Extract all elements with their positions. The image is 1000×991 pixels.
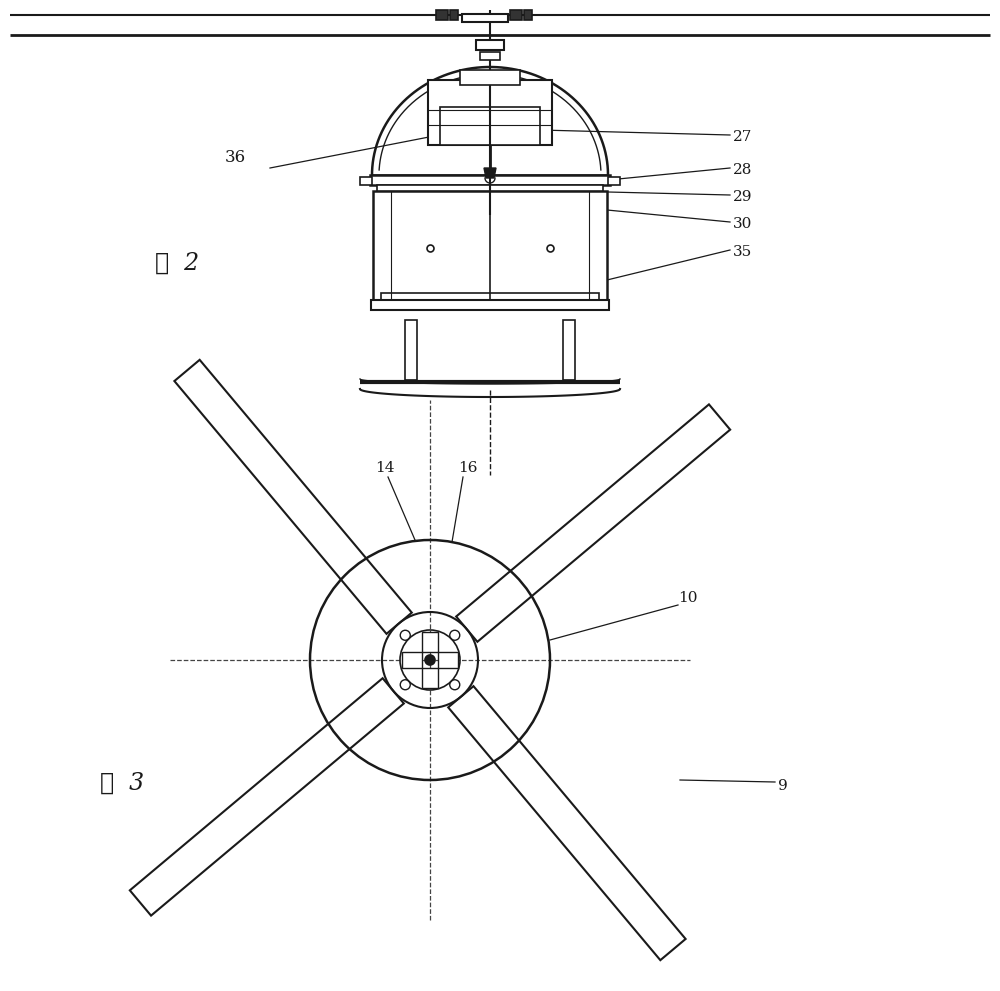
Polygon shape — [448, 686, 686, 960]
Text: 图  3: 图 3 — [100, 772, 144, 795]
Polygon shape — [484, 168, 496, 178]
Bar — [608, 177, 620, 185]
Text: 14: 14 — [375, 461, 394, 475]
Text: 30: 30 — [733, 217, 752, 231]
Bar — [460, 70, 520, 85]
Text: 10: 10 — [678, 591, 698, 605]
Polygon shape — [456, 404, 730, 642]
Bar — [563, 320, 575, 380]
Text: 16: 16 — [458, 461, 478, 475]
Bar — [405, 320, 417, 380]
Polygon shape — [422, 632, 438, 652]
Text: 28: 28 — [733, 163, 752, 177]
Bar — [371, 300, 609, 310]
Polygon shape — [402, 652, 422, 668]
Bar — [450, 10, 458, 20]
Bar — [440, 107, 540, 145]
Polygon shape — [438, 652, 458, 668]
Text: 图  2: 图 2 — [155, 252, 199, 275]
Text: 36: 36 — [225, 149, 246, 166]
Circle shape — [425, 655, 435, 665]
Bar — [428, 80, 552, 145]
Text: 29: 29 — [733, 190, 753, 204]
Bar — [476, 40, 504, 50]
Polygon shape — [174, 360, 412, 634]
Bar — [373, 191, 607, 300]
Bar — [480, 52, 500, 60]
Text: 35: 35 — [733, 245, 752, 259]
Bar — [462, 14, 508, 22]
Bar — [370, 175, 610, 185]
Bar — [360, 177, 372, 185]
Polygon shape — [422, 668, 438, 688]
Bar — [524, 10, 532, 20]
Bar — [510, 10, 522, 20]
Bar — [377, 185, 603, 191]
Text: 9: 9 — [778, 779, 788, 793]
Bar — [381, 293, 599, 300]
Bar — [436, 10, 448, 20]
Polygon shape — [130, 678, 404, 916]
Text: 27: 27 — [733, 130, 752, 144]
